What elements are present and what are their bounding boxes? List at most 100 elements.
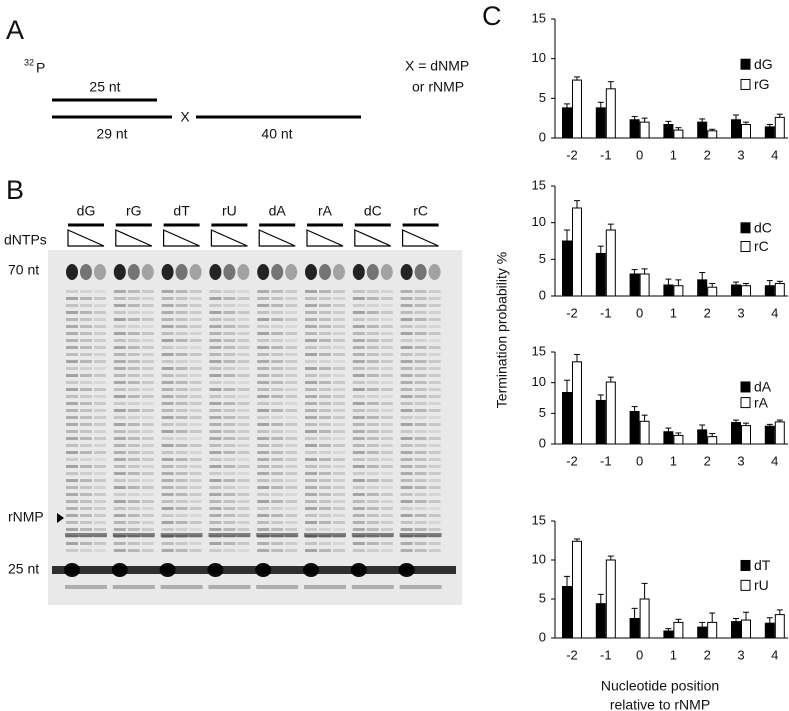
gel-band [400, 549, 413, 552]
gel-band [80, 367, 92, 370]
gel-band [305, 416, 317, 419]
gel-band [94, 451, 106, 454]
gel-band [333, 423, 345, 426]
bar [629, 618, 640, 639]
gel-band [94, 458, 106, 461]
marker-label: 70 nt [8, 262, 39, 278]
gel-band [175, 353, 188, 356]
gel-band [257, 339, 270, 342]
gel-band [223, 297, 236, 300]
gel-band [305, 332, 317, 335]
gel-band [305, 395, 317, 398]
gel-band [351, 585, 366, 589]
gel-band [175, 507, 188, 510]
gel-band [352, 507, 365, 510]
gel-band [257, 528, 270, 531]
gel-band [223, 451, 236, 454]
gel-band [94, 479, 106, 482]
gel-band [319, 416, 331, 419]
gel-band [257, 297, 270, 300]
gel-band [189, 451, 202, 454]
gel-band [209, 535, 222, 538]
gel-band [319, 264, 331, 280]
gel-band [319, 402, 331, 405]
gel-band [333, 332, 345, 335]
gel-band [161, 395, 174, 398]
gel-band [113, 423, 126, 426]
gel-band [141, 332, 154, 335]
bar [639, 420, 650, 445]
gel-band [66, 493, 78, 496]
x-legend: or rNMP [412, 79, 464, 95]
gel-band [257, 486, 270, 489]
y-tick-label: 10 [532, 50, 546, 65]
gel-band [66, 346, 78, 349]
gel-band [366, 264, 379, 280]
gel-band [257, 416, 270, 419]
gel-band [380, 367, 393, 370]
gel-band [285, 416, 298, 419]
gradient-triangle [115, 229, 153, 247]
bar [605, 559, 616, 639]
gel-band [161, 388, 174, 391]
gel-band [141, 325, 154, 328]
gel-band [366, 458, 379, 461]
panel-label: A [6, 15, 24, 45]
gel-band [175, 318, 188, 321]
gel-band [366, 374, 379, 377]
gel-band [285, 528, 298, 531]
gel-band [319, 297, 331, 300]
gel-band [414, 416, 427, 419]
gel-band [237, 486, 250, 489]
y-tick-label: 10 [532, 551, 546, 566]
gel-band [175, 521, 188, 524]
gel-band [223, 549, 236, 552]
gel-band [271, 458, 284, 461]
gel-band [400, 535, 413, 538]
gel-band [400, 381, 413, 384]
gel-band [80, 388, 92, 391]
gel-band [209, 346, 222, 349]
gel-band [352, 416, 365, 419]
isotope-mass: 32 [24, 57, 34, 67]
gel-band [237, 521, 250, 524]
y-tick-label: 15 [532, 512, 546, 527]
gel-band [141, 346, 154, 349]
gel-band [380, 437, 393, 440]
gel-band [141, 339, 154, 342]
gel-band [127, 549, 140, 552]
gel-band [270, 585, 285, 589]
lane-label: dC [364, 203, 382, 219]
gel-band [257, 381, 270, 384]
gel-band [257, 332, 270, 335]
gel-band [93, 533, 107, 537]
gel-band [319, 325, 331, 328]
gel-band [237, 290, 250, 293]
gel-band [257, 514, 270, 517]
gel-band [80, 465, 92, 468]
gel-band [113, 311, 126, 314]
gel-band [189, 360, 202, 363]
gel-band [188, 533, 203, 537]
gel-band [223, 304, 236, 307]
gel-band [174, 533, 189, 537]
gel-band [80, 290, 92, 293]
x-tick-label: -2 [566, 647, 578, 662]
gel-band [94, 423, 106, 426]
gel-band [161, 451, 174, 454]
gel-band [428, 332, 441, 335]
gel-band [113, 297, 126, 300]
gel-band [113, 549, 126, 552]
legend-label: dC [754, 220, 772, 236]
legend-label: rC [754, 238, 769, 254]
gel-band [305, 423, 317, 426]
gel-band [319, 367, 331, 370]
y-tick-label: 5 [539, 251, 546, 266]
gel-band [66, 353, 78, 356]
gel-band [285, 430, 298, 433]
gel-band [285, 542, 298, 545]
gel-band [352, 353, 365, 356]
gel-band [380, 311, 393, 314]
gel-band [414, 339, 427, 342]
